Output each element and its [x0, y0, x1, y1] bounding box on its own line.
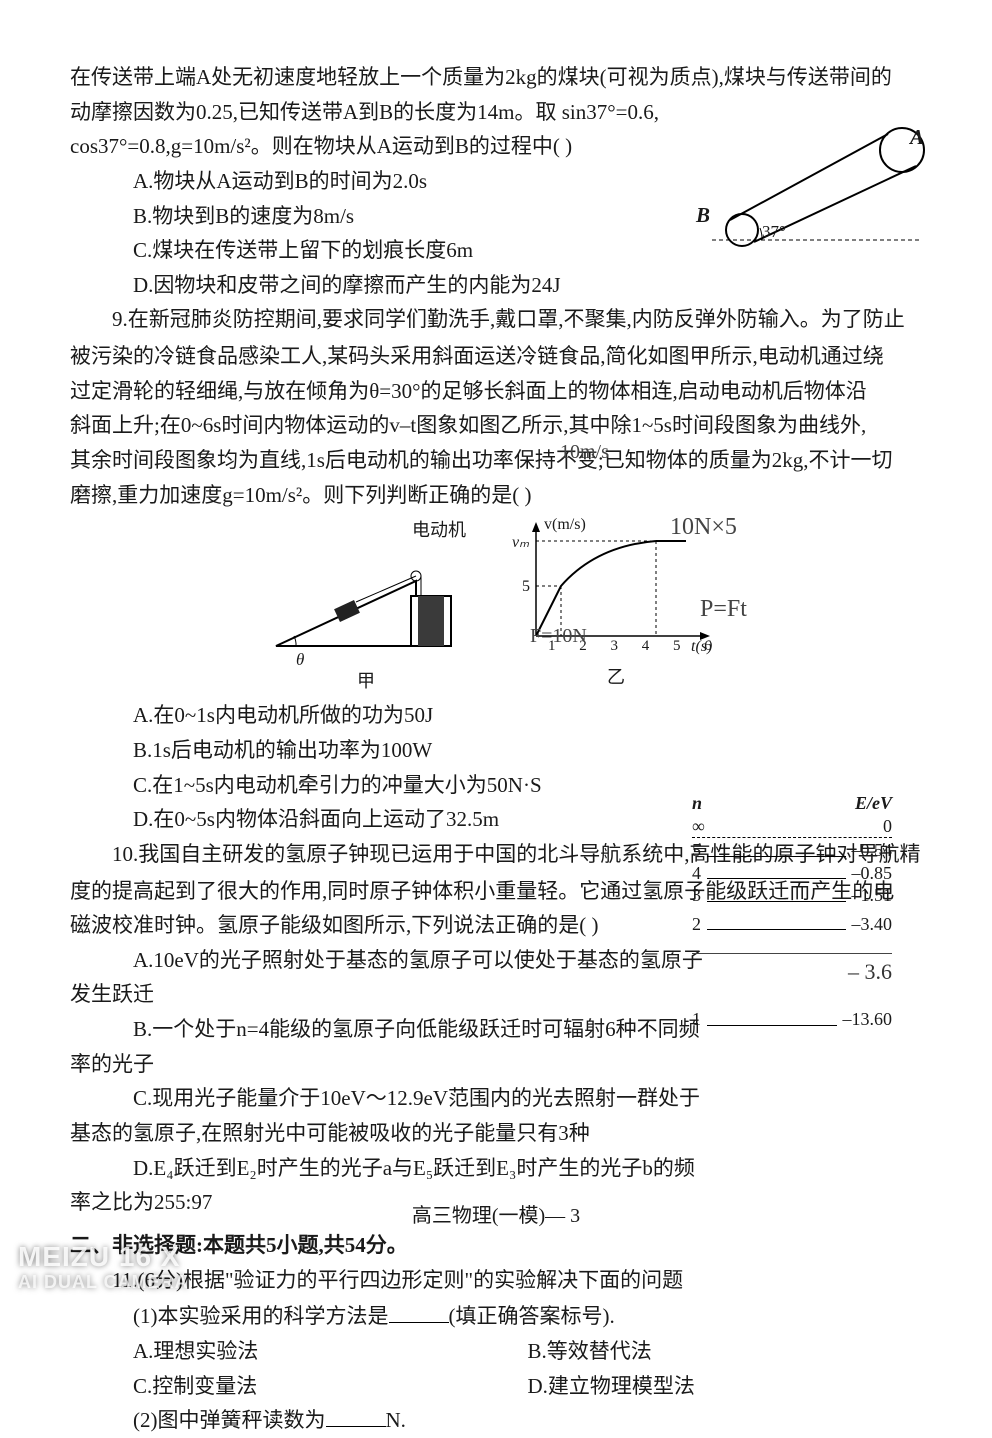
q9-stem-line2: 被污染的冷链食品感染工人,某码头采用斜面运送冷链食品,简化如图甲所示,电动机通过… [70, 339, 922, 374]
q9-fig-jia: 电动机 θ 甲 [266, 516, 466, 696]
level-e-inf: 0 [883, 815, 892, 838]
q10-option-c-l1: C.现用光子能量介于10eV～12.9eV范围内的光去照射一群处于 [133, 1081, 710, 1116]
watermark-line2: AI DUAL CAMERA [18, 1273, 189, 1293]
q9-stem-line5: 其余时间段图象均为直线,1s后电动机的输出功率保持不变;已知物体的质量为2kg,… [70, 443, 922, 478]
q8-option-d: D.因物块和皮带之间的摩擦而产生的内能为24J [133, 268, 922, 303]
level-n-4: 4 [692, 862, 701, 885]
q9-caption-yi: 乙 [506, 663, 726, 693]
section2-heading: 二、非选择题:本题共5小题,共54分。 [70, 1228, 922, 1263]
q9-ylabel: v(m/s) [544, 512, 586, 538]
level-e-4: –0.85 [852, 862, 893, 885]
hand-annotation-3: F=10N [530, 620, 587, 653]
page-footer: 高三物理(一模)— 3 [0, 1200, 992, 1233]
q11-part2-a: (2)图中弹簧秤读数为 [133, 1408, 326, 1432]
q11-blank1 [389, 1302, 449, 1323]
q10-option-d-l1: D.E₄跃迁到E₂时产生的光子a与E₅跃迁到E₃时产生的光子b的频 [133, 1151, 710, 1186]
q8-diagram: A B 37° [702, 120, 932, 260]
q10-option-a-l1: A.10eV的光子照射处于基态的氢原子可以使处于基态的氢原子 [133, 943, 710, 978]
q11-option-c: C.控制变量法 [133, 1369, 528, 1404]
q8-point-b-label: B [696, 198, 710, 233]
watermark-line1: MEIZU 16 X [18, 1242, 189, 1273]
level-n-inf: ∞ [692, 815, 705, 838]
level-e-5: –0.54 [852, 839, 893, 862]
q9-option-a: A.在0~1s内电动机所做的功为50J [133, 698, 922, 733]
q11-option-d: D.建立物理模型法 [528, 1369, 923, 1404]
hand-annotation-4: P=Ft [700, 590, 747, 630]
q9-stem-line4: 斜面上升;在0~6s时间内物体运动的v–t图象如图乙所示,其中除1~5s时间段图… [70, 408, 922, 443]
q11-part2-b: N. [386, 1408, 406, 1432]
q10-hand-note: – 3.6 [692, 953, 892, 990]
level-n-3: 3 [692, 884, 701, 907]
q11-blank2 [326, 1406, 386, 1427]
level-e-3: –1.51 [852, 884, 893, 907]
q8-angle-label: 37° [762, 218, 786, 246]
q9-option-b: B.1s后电动机的输出功率为100W [133, 733, 922, 768]
q8-stem-line1: 在传送带上端A处无初速度地轻放上一个质量为2kg的煤块(可视为质点),煤块与传送… [70, 60, 922, 95]
level-e-1: –13.60 [843, 1008, 893, 1031]
camera-watermark: MEIZU 16 X AI DUAL CAMERA [18, 1242, 189, 1293]
q9-figure-row: 电动机 θ 甲 v(m/s) vₘ [70, 516, 922, 696]
q9-motor-label: 电动机 [266, 516, 466, 546]
level-n-1: 1 [692, 1008, 701, 1031]
q10-option-b-l2: 率的光子 [70, 1047, 710, 1082]
q11-option-b: B.等效替代法 [528, 1334, 923, 1369]
q10-col-n: n [692, 792, 702, 815]
q11-part1-a: (1)本实验采用的科学方法是 [133, 1304, 389, 1328]
q9-stem-line3: 过定滑轮的轻细绳,与放在倾角为θ=30°的足够长斜面上的物体相连,启动电动机后物… [70, 374, 922, 409]
q11-option-a: A.理想实验法 [133, 1334, 528, 1369]
q10-option-b-l1: B.一个处于n=4能级的氢原子向低能级跃迁时可辐射6种不同频 [133, 1012, 710, 1047]
q11-options: A.理想实验法 B.等效替代法 C.控制变量法 D.建立物理模型法 [133, 1334, 922, 1403]
q9-stem-line6: 磨擦,重力加速度g=10m/s²。则下列判断正确的是( ) [70, 478, 922, 513]
q11-stem: 11.(6分)根据"验证力的平行四边形定则"的实验解决下面的问题 [70, 1263, 922, 1298]
q10-col-e: E/eV [855, 792, 892, 815]
q9-y5-label: 5 [522, 574, 530, 600]
level-e-2: –3.40 [852, 913, 893, 936]
q10-option-a-l2: 发生跃迁 [70, 977, 710, 1012]
level-n-5: 5 [692, 839, 701, 862]
level-n-2: 2 [692, 913, 701, 936]
q10-option-c-l2: 基态的氢原子,在照射光中可能被吸收的光子能量只有3种 [70, 1116, 710, 1151]
q9-xlabel: t(s) [691, 634, 712, 660]
q8-point-a-label: A [910, 120, 924, 155]
q9-theta-label: θ [296, 646, 304, 674]
hand-annotation-1: 10m/s [560, 436, 609, 469]
q9-vm-label: vₘ [512, 530, 529, 556]
q9-stem-line1: 9.在新冠肺炎防控期间,要求同学们勤洗手,戴口罩,不聚集,内防反弹外防输入。为了… [70, 302, 922, 337]
q11-part1-b: (填正确答案标号). [449, 1304, 615, 1328]
q10-energy-levels: n E/eV ∞ 0 5 –0.54 4 –0.85 3 –1.51 2 –3.40 – … [692, 792, 892, 1031]
hand-annotation-2: 10N×5 [670, 508, 737, 548]
